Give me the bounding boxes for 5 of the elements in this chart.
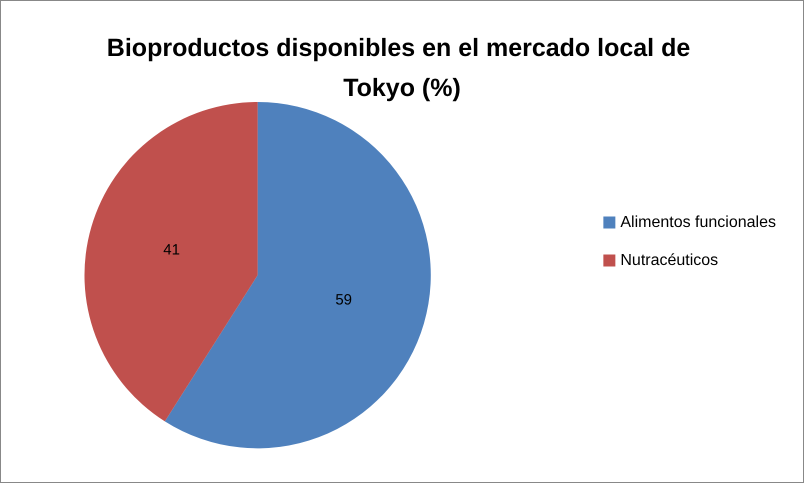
legend-label: Alimentos funcionales <box>620 214 776 231</box>
data-label: 41 <box>163 242 180 259</box>
legend-label: Nutracéuticos <box>620 252 718 269</box>
chart-title: Bioproductos disponibles en el mercado local de Tokyo (%) <box>106 34 698 102</box>
data-label: 59 <box>335 292 352 309</box>
